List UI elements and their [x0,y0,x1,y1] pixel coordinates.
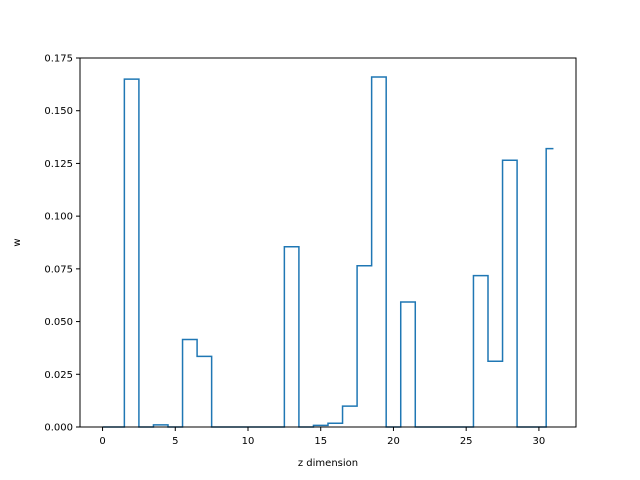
x-tick-label: 10 [242,436,255,447]
x-tick-label: 0 [99,436,105,447]
y-axis-ticks: 0.000 0.025 0.050 0.075 0.100 0.125 0.150 0.175 [44,54,80,434]
y-tick-label: 0.100 [44,212,73,223]
x-tick-label: 15 [314,436,327,447]
x-tick-label: 5 [172,436,178,447]
y-tick-label: 0.150 [44,106,73,117]
y-axis-label: w [12,238,23,246]
y-tick-label: 0.125 [44,159,73,170]
x-tick-label: 25 [460,436,473,447]
y-tick-label: 0.025 [44,370,73,381]
plot-frame [79,57,577,428]
y-tick-label: 0.000 [44,423,73,434]
x-axis-label: z dimension [298,458,358,469]
y-tick-label: 0.050 [44,317,73,328]
x-tick-label: 30 [533,436,546,447]
y-tick-label: 0.175 [44,54,73,65]
x-tick-label: 20 [387,436,400,447]
y-tick-label: 0.075 [44,264,73,275]
x-axis-ticks: 0 5 10 15 20 25 30 [99,427,545,447]
